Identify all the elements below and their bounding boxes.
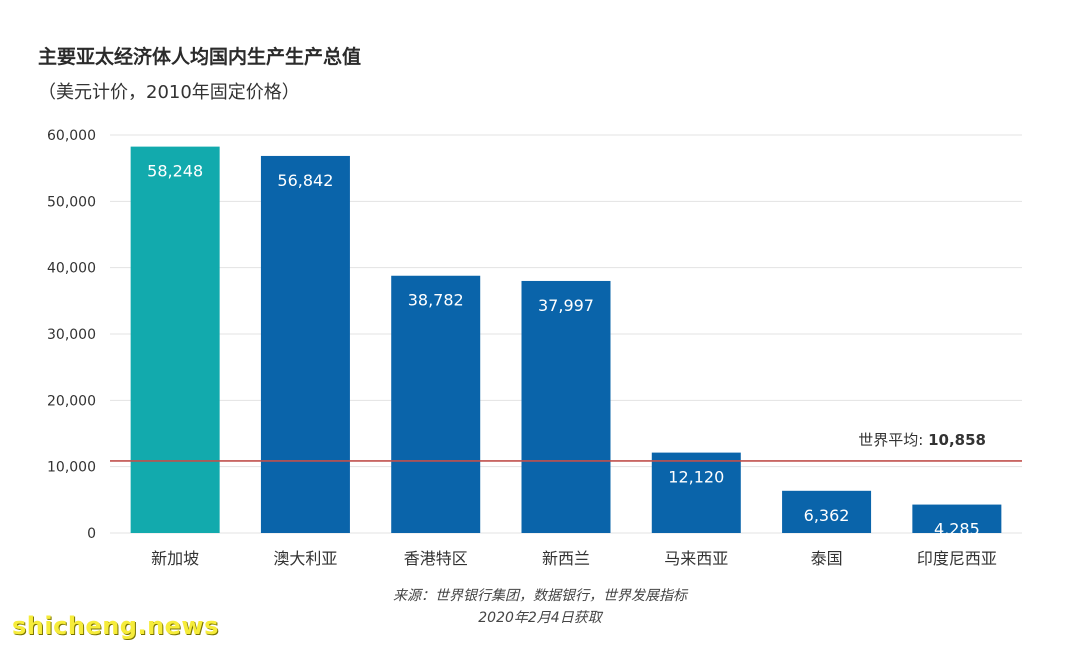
world-average-line: 世界平均: 10,858 [110, 431, 1022, 462]
bar-value-label: 58,248 [147, 162, 203, 181]
chart-subtitle: （美元计价，2010年固定价格） [38, 82, 300, 103]
world-average-value: 10,858 [928, 431, 986, 449]
bar [782, 490, 872, 533]
x-category-label: 泰国 [811, 549, 843, 568]
bar-value-label: 37,997 [538, 296, 594, 315]
bar [260, 155, 350, 533]
bar [521, 280, 611, 533]
watermark-logo: shicheng.news [12, 612, 219, 640]
bar [391, 275, 481, 533]
source-note: 来源：世界银行集团，数据银行，世界发展指标 [393, 588, 687, 604]
bar-value-label: 56,842 [277, 171, 333, 190]
y-tick-label: 10,000 [47, 460, 96, 476]
world-average-label: 世界平均: 10,858 [858, 431, 986, 449]
y-axis-tick-labels: 0 10,000 20,000 30,000 40,000 50,000 60,000 [47, 128, 96, 542]
x-category-label: 马来西亚 [664, 549, 728, 568]
x-category-label: 香港特区 [404, 549, 468, 568]
y-tick-label: 20,000 [47, 393, 96, 409]
chart-title: 主要亚太经济体人均国内生产生产总值 [38, 46, 362, 68]
x-category-label: 新西兰 [542, 549, 590, 568]
y-tick-label: 40,000 [47, 261, 96, 277]
world-average-text: 世界平均: [858, 431, 928, 449]
y-tick-label: 50,000 [47, 194, 96, 210]
bars: 58,248 56,842 38,782 37,997 12,120 6,362 4,285 [130, 146, 1002, 539]
bar-value-label: 6,362 [804, 506, 850, 525]
bar-value-label: 38,782 [408, 291, 464, 310]
source-date: 2020年2月4日获取 [478, 610, 602, 626]
bar-value-label: 4,285 [934, 520, 980, 539]
y-tick-label: 0 [87, 526, 96, 542]
bar [651, 452, 741, 533]
y-tick-label: 30,000 [47, 327, 96, 343]
x-category-label: 澳大利亚 [273, 549, 337, 568]
x-category-label: 印度尼西亚 [917, 549, 997, 568]
x-axis-category-labels: 新加坡 澳大利亚 香港特区 新西兰 马来西亚 泰国 印度尼西亚 [151, 549, 997, 568]
bar-value-label: 12,120 [668, 468, 724, 487]
y-tick-label: 60,000 [47, 128, 96, 144]
x-category-label: 新加坡 [151, 549, 199, 568]
bar [130, 146, 220, 534]
bar [912, 504, 1002, 533]
